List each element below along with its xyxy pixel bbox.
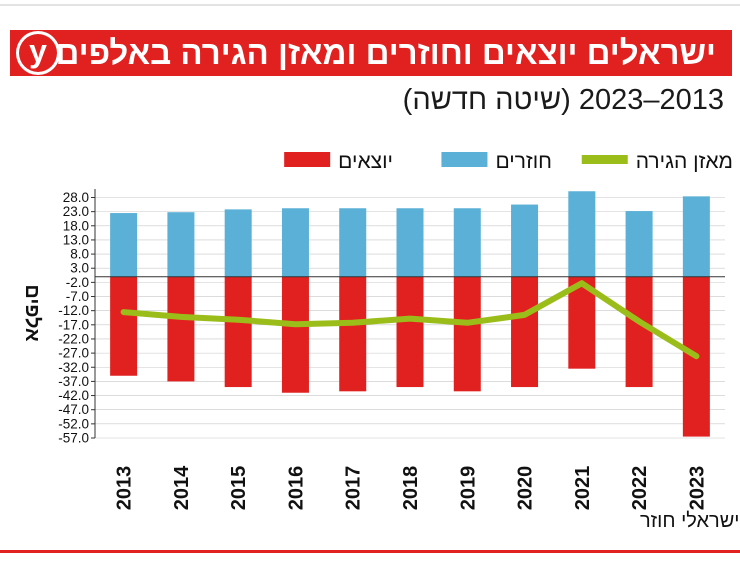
axes: 28.023.018.013.08.03.0-2.0-7.0-12.0-17.0…: [21, 189, 740, 532]
y-axis-title: אלפים: [21, 284, 43, 342]
x-tick-label-2017: 2017: [343, 466, 365, 511]
x-tick-label-2023: 2023: [686, 466, 708, 511]
x-tick-label-2014: 2014: [171, 465, 193, 510]
legend-label-0: יוצאים: [338, 150, 393, 173]
y-tick-label: -52.0: [58, 416, 89, 431]
x-tick-label-2022: 2022: [629, 466, 651, 511]
x-tick-label-2018: 2018: [400, 466, 422, 511]
title-bar: ישראלים יוצאים וחוזרים ומאזן הגירה באלפי…: [10, 30, 732, 76]
bar-leavers-2017: [339, 276, 367, 392]
bar-leavers-2014: [167, 276, 195, 382]
x-tick-label-2019: 2019: [457, 466, 479, 511]
bar-returns-2019: [453, 208, 481, 277]
bar-returns-2020: [511, 204, 539, 277]
bar-leavers-2018: [396, 276, 424, 388]
x-tick-label-2021: 2021: [572, 466, 594, 511]
y-tick-label: 3.0: [70, 261, 89, 276]
bar-leavers-2016: [281, 276, 309, 393]
bar-leavers-2019: [453, 276, 481, 392]
bar-leavers-2020: [511, 276, 539, 388]
bar-returns-2022: [625, 211, 653, 277]
y-tick-label: 28.0: [63, 190, 89, 205]
chart-subtitle: 2013–2023 (שיטה חדשה): [402, 84, 724, 116]
y-tick-label: -2.0: [66, 275, 89, 290]
y-tick-label: -32.0: [58, 360, 89, 375]
balance-line: [120, 280, 700, 360]
bar-returns-2021: [568, 191, 596, 277]
bar-leavers-2015: [224, 276, 252, 388]
legend: יוצאים חוזרים מאזן הגירה: [284, 150, 733, 173]
x-tick-label-2015: 2015: [228, 466, 250, 511]
legend-swatch-0: [284, 152, 331, 167]
y-tick-label: 23.0: [63, 204, 89, 219]
legend-label-1: חוזרים: [495, 150, 552, 173]
x-tick-label-2020: 2020: [515, 466, 537, 511]
bar-returns-2015: [224, 209, 252, 277]
x-tick-label-2013: 2013: [114, 466, 136, 511]
legend-label-2: מאזן הגירה: [636, 150, 733, 173]
bar-returns-2014: [167, 212, 195, 277]
bar-returns-2013: [110, 213, 138, 277]
y-tick-label: -12.0: [58, 303, 89, 318]
y-tick-label: -57.0: [58, 431, 89, 446]
y-tick-label: -47.0: [58, 402, 89, 417]
y-tick-label: -27.0: [58, 346, 89, 361]
x-tick-label-2016: 2016: [285, 466, 307, 511]
legend-swatch-1: [441, 152, 488, 167]
top-rule: [0, 4, 740, 6]
y-tick-label: 13.0: [63, 232, 89, 247]
bar-returns-2023: [682, 196, 710, 277]
y-tick-label: -17.0: [58, 317, 89, 332]
ynet-logo: y: [16, 31, 60, 75]
y-tick-label: -37.0: [58, 374, 89, 389]
bar-returns-2016: [281, 208, 309, 277]
balance-line-layer: [120, 280, 700, 360]
bar-leavers-2022: [625, 276, 653, 388]
legend-swatch-2: [581, 155, 628, 164]
chart-title: ישראלים יוצאים וחוזרים ומאזן הגירה באלפי…: [55, 34, 717, 71]
y-tick-label: -42.0: [58, 388, 89, 403]
logo-letter: y: [19, 34, 57, 72]
y-tick-label: -7.0: [66, 289, 89, 304]
y-tick-label: 18.0: [63, 218, 89, 233]
bar-returns-2017: [339, 208, 367, 277]
y-tick-label: 8.0: [70, 247, 89, 262]
bottom-rule: [0, 550, 740, 553]
x-axis-title: שנת קביעה כיוצא לטווח ארוך/כישראלי חוזר: [640, 510, 740, 532]
bar-returns-2018: [396, 208, 424, 277]
bars-layer: [110, 191, 710, 437]
y-tick-label: -22.0: [58, 331, 89, 346]
bar-leavers-2013: [110, 276, 138, 376]
